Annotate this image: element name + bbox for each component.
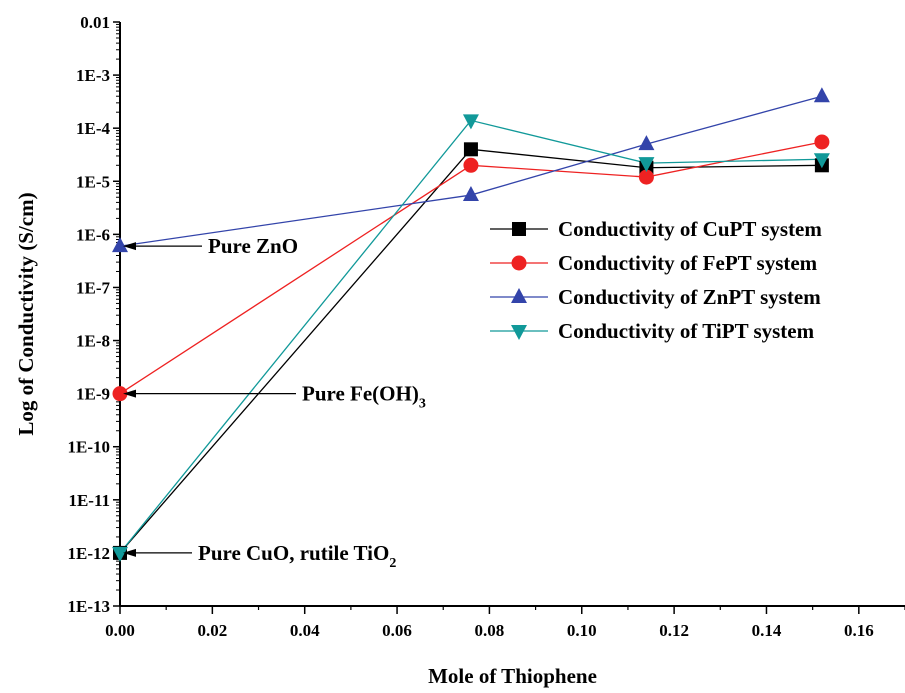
y-axis-title: Log of Conductivity (S/cm)	[14, 192, 38, 435]
x-tick-label: 0.10	[567, 621, 597, 640]
data-point	[463, 157, 479, 173]
x-tick-label: 0.02	[197, 621, 227, 640]
y-tick-label: 0.01	[80, 13, 110, 32]
series-line-2	[119, 95, 823, 247]
x-tick-label: 0.06	[382, 621, 412, 640]
annotation-arrowhead	[123, 242, 136, 251]
series-line-0	[119, 148, 822, 554]
annotation-subscript: 3	[419, 397, 426, 412]
y-tick-label: 1E-3	[76, 66, 110, 85]
legend-marker-0	[512, 222, 526, 236]
data-point	[112, 237, 128, 253]
data-point	[462, 186, 479, 202]
data-point	[638, 157, 655, 173]
data-point	[638, 169, 654, 185]
y-tick-label: 1E-11	[68, 491, 110, 510]
x-tick-label: 0.12	[659, 621, 689, 640]
legend-label-0: Conductivity of CuPT system	[558, 217, 822, 241]
data-point	[813, 87, 830, 103]
annotation-text: Pure Fe(OH)	[302, 382, 419, 406]
data-point	[112, 546, 128, 562]
annotation-subscript: 2	[389, 556, 396, 571]
annotations: Pure ZnO Pure Fe(OH)3 Pure CuO, rutile TiO…	[123, 234, 426, 571]
x-tick-label: 0.04	[290, 621, 320, 640]
annotation-arrowhead	[123, 389, 136, 398]
legend-marker-1	[511, 255, 527, 271]
annotation-arrowhead	[123, 548, 136, 557]
y-tick-label: 1E-6	[76, 225, 110, 244]
y-tick-label: 1E-13	[68, 597, 111, 616]
data-point	[462, 114, 479, 130]
x-axis-title: Mole of Thiophene	[428, 664, 597, 688]
y-tick-label: 1E-10	[68, 438, 111, 457]
legend-label-1: Conductivity of FePT system	[558, 251, 818, 275]
legend-label-3: Conductivity of TiPT system	[558, 319, 815, 343]
x-tick-label: 0.00	[105, 621, 135, 640]
annotation-text: Pure CuO, rutile TiO	[198, 541, 389, 565]
series-line-3	[119, 119, 822, 554]
y-tick-label: 1E-12	[68, 544, 111, 563]
legend-marker-3	[511, 325, 527, 340]
x-tick-label: 0.16	[844, 621, 874, 640]
annotation-label: Pure ZnO	[208, 234, 298, 258]
y-tick-label: 1E-4	[76, 119, 111, 138]
series-line-1	[119, 141, 823, 395]
series-lines	[119, 95, 823, 554]
data-point	[638, 135, 655, 151]
axes: 0.00 0.02 0.04 0.06 0.08 0.10 0.12 0.14 0.16 0.01…	[68, 13, 905, 640]
legend-marker-2	[511, 288, 527, 303]
data-point	[814, 134, 830, 150]
y-tick-label: 1E-8	[76, 332, 110, 351]
x-tick-label: 0.08	[475, 621, 505, 640]
legend: Conductivity of CuPT system Conductivity …	[490, 217, 822, 343]
x-tick-label: 0.14	[752, 621, 782, 640]
legend-label-2: Conductivity of ZnPT system	[558, 285, 821, 309]
annotation-label: Pure CuO, rutile TiO2	[198, 541, 396, 571]
data-point	[463, 142, 478, 157]
series-markers	[112, 87, 830, 562]
y-tick-label: 1E-5	[76, 172, 110, 191]
y-tick-label: 1E-9	[76, 385, 110, 404]
y-tick-label: 1E-7	[76, 278, 111, 297]
annotation-label: Pure Fe(OH)3	[302, 382, 426, 412]
data-point	[813, 153, 830, 169]
data-point	[112, 386, 128, 402]
annotation-text: Pure ZnO	[208, 234, 298, 258]
